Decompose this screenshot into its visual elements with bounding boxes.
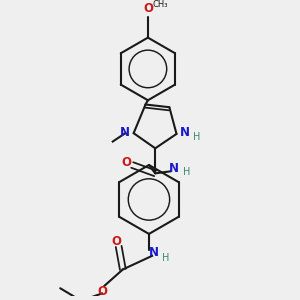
Text: O: O [143,2,153,15]
Text: O: O [121,156,131,170]
Text: H: H [162,253,169,263]
Text: N: N [149,246,159,259]
Text: O: O [112,235,122,248]
Text: H: H [193,132,200,142]
Text: H: H [183,167,190,177]
Text: O: O [97,285,107,298]
Text: N: N [120,126,130,139]
Text: N: N [169,162,179,175]
Text: CH₃: CH₃ [152,0,168,9]
Text: N: N [180,126,190,140]
